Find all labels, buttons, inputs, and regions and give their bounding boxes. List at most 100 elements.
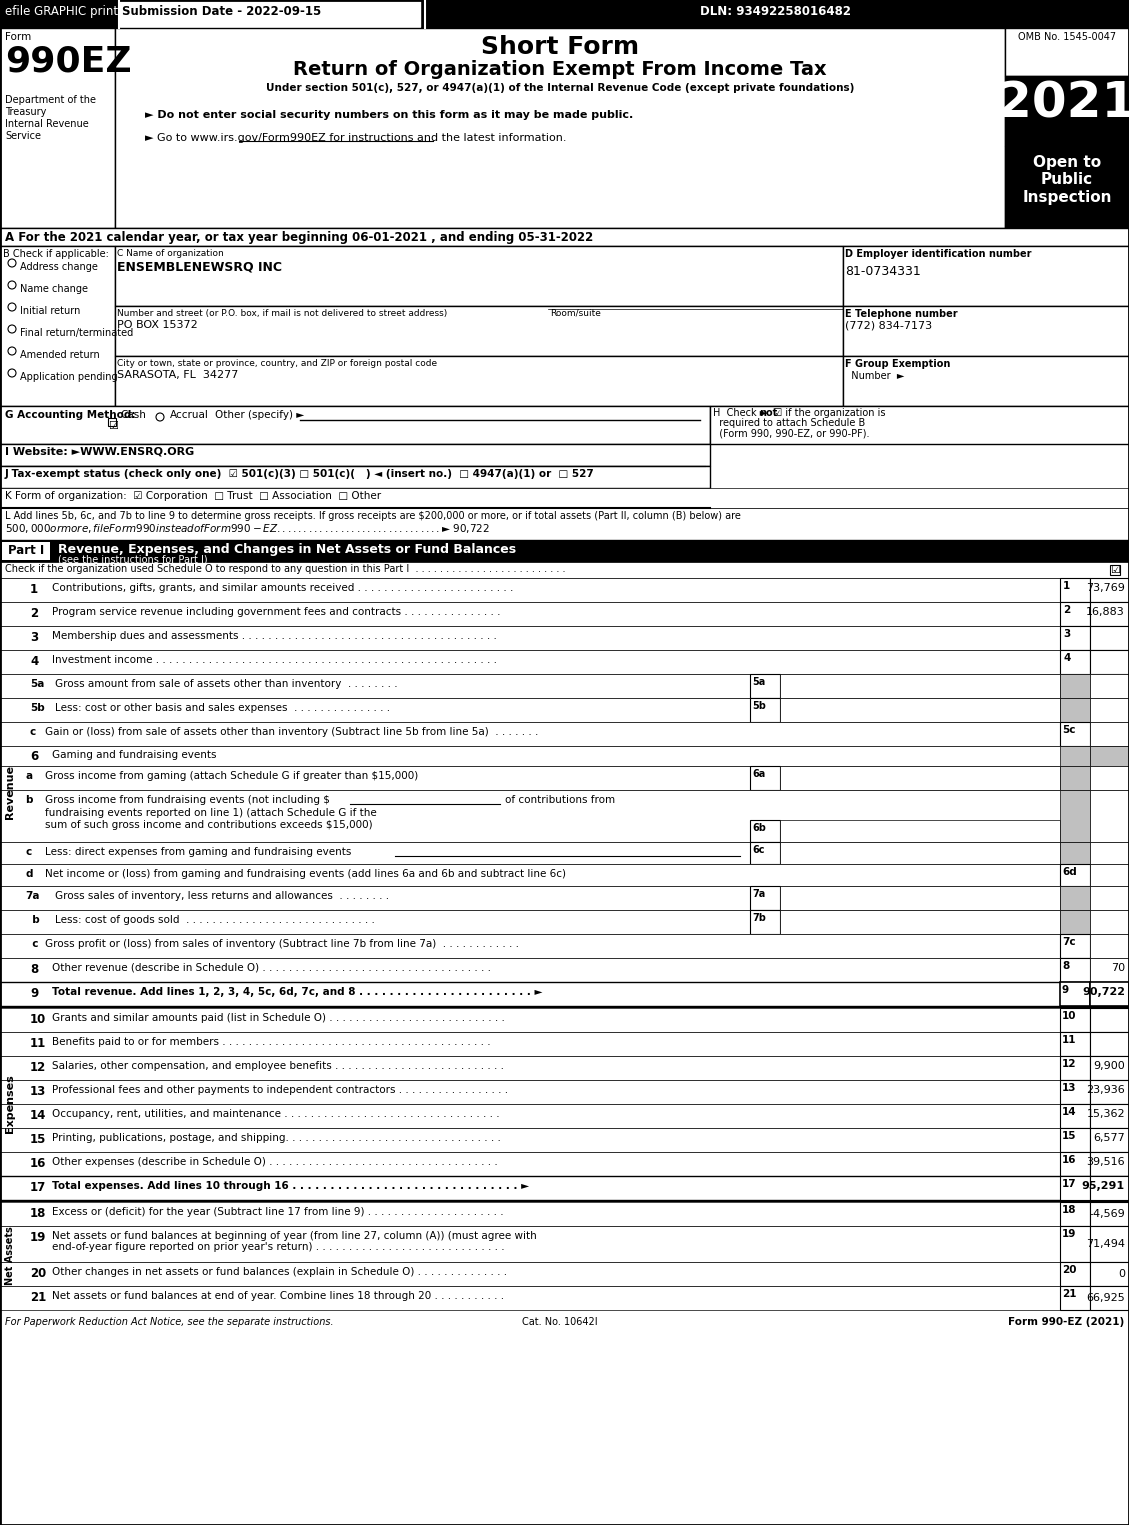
- Bar: [0, 246, 115, 406]
- Text: City or town, state or province, country, and ZIP or foreign postal code: City or town, state or province, country…: [117, 358, 437, 368]
- Text: 5b: 5b: [752, 702, 765, 711]
- Text: Accrual: Accrual: [170, 410, 209, 419]
- Text: ► Go to www.irs.gov/Form990EZ for instructions and the latest information.: ► Go to www.irs.gov/Form990EZ for instru…: [145, 133, 567, 143]
- Bar: [115, 27, 1005, 229]
- Bar: [1060, 1032, 1089, 1055]
- Bar: [1089, 958, 1129, 982]
- Text: Investment income . . . . . . . . . . . . . . . . . . . . . . . . . . . . . . . : Investment income . . . . . . . . . . . …: [52, 656, 497, 665]
- Text: J Tax-exempt status (check only one)  ☑ 501(c)(3) □ 501(c)(   ) ◄ (insert no.)  : J Tax-exempt status (check only one) ☑ 5…: [5, 470, 595, 479]
- Text: 73,769: 73,769: [1086, 583, 1124, 593]
- Bar: [1089, 602, 1129, 625]
- Bar: [780, 886, 1060, 910]
- Bar: [1089, 1080, 1129, 1104]
- Bar: [780, 910, 1060, 933]
- Bar: [0, 229, 1129, 246]
- Text: PO BOX 15372: PO BOX 15372: [117, 320, 198, 329]
- Bar: [1060, 865, 1089, 886]
- Text: Gross income from fundraising events (not including $: Gross income from fundraising events (no…: [45, 795, 330, 805]
- Bar: [1089, 1055, 1129, 1080]
- Text: Number  ►: Number ►: [844, 371, 904, 381]
- Bar: [1089, 982, 1129, 1006]
- Bar: [0, 540, 1129, 563]
- Bar: [780, 842, 1060, 865]
- Bar: [0, 1263, 1129, 1286]
- Bar: [1005, 76, 1129, 146]
- Bar: [1060, 910, 1089, 933]
- Text: 10: 10: [30, 1013, 46, 1026]
- Text: (see the instructions for Part I): (see the instructions for Part I): [58, 554, 208, 564]
- Text: L Add lines 5b, 6c, and 7b to line 9 to determine gross receipts. If gross recei: L Add lines 5b, 6c, and 7b to line 9 to …: [5, 511, 741, 522]
- Text: 20: 20: [30, 1267, 46, 1279]
- Text: ENSEMBLENEWSRQ INC: ENSEMBLENEWSRQ INC: [117, 259, 282, 273]
- Text: Cat. No. 10642I: Cat. No. 10642I: [523, 1318, 598, 1327]
- Bar: [0, 444, 710, 467]
- Bar: [1089, 865, 1129, 886]
- Bar: [1089, 625, 1129, 650]
- Bar: [1089, 1286, 1129, 1310]
- Bar: [1060, 698, 1089, 721]
- Text: 18: 18: [30, 1206, 46, 1220]
- Bar: [0, 958, 1129, 982]
- Bar: [0, 1176, 1129, 1200]
- Bar: [1060, 1080, 1089, 1104]
- Text: Gain or (loss) from sale of assets other than inventory (Subtract line 5b from l: Gain or (loss) from sale of assets other…: [45, 727, 539, 737]
- Text: Total revenue. Add lines 1, 2, 3, 4, 5c, 6d, 7c, and 8 . . . . . . . . . . . . .: Total revenue. Add lines 1, 2, 3, 4, 5c,…: [52, 987, 543, 997]
- Bar: [1060, 650, 1089, 674]
- Text: Room/suite: Room/suite: [550, 310, 601, 319]
- Bar: [750, 842, 780, 865]
- Bar: [710, 406, 1129, 444]
- Text: Less: cost or other basis and sales expenses  . . . . . . . . . . . . . . .: Less: cost or other basis and sales expe…: [55, 703, 391, 714]
- Text: Salaries, other compensation, and employee benefits . . . . . . . . . . . . . . : Salaries, other compensation, and employ…: [52, 1061, 504, 1071]
- Text: 21: 21: [30, 1292, 46, 1304]
- Bar: [0, 1008, 1129, 1032]
- Bar: [1060, 933, 1089, 958]
- Text: Grants and similar amounts paid (list in Schedule O) . . . . . . . . . . . . . .: Grants and similar amounts paid (list in…: [52, 1013, 505, 1023]
- Text: 66,925: 66,925: [1086, 1293, 1124, 1302]
- Bar: [0, 1032, 1129, 1055]
- Bar: [1089, 578, 1129, 602]
- Bar: [1089, 790, 1129, 842]
- Bar: [0, 488, 1129, 508]
- Text: 4: 4: [30, 656, 38, 668]
- Bar: [0, 790, 1129, 842]
- Text: 11: 11: [30, 1037, 46, 1051]
- Text: Other (specify) ►: Other (specify) ►: [215, 410, 304, 419]
- Bar: [0, 766, 1129, 790]
- Text: 990EZ: 990EZ: [5, 44, 132, 78]
- Text: Printing, publications, postage, and shipping. . . . . . . . . . . . . . . . . .: Printing, publications, postage, and shi…: [52, 1133, 501, 1144]
- Bar: [0, 1286, 1129, 1310]
- Text: not: not: [759, 409, 777, 418]
- Text: D Employer identification number: D Employer identification number: [844, 249, 1032, 259]
- Bar: [0, 406, 710, 444]
- Text: 90,722: 90,722: [1082, 987, 1124, 997]
- Text: Net income or (loss) from gaming and fundraising events (add lines 6a and 6b and: Net income or (loss) from gaming and fun…: [45, 869, 566, 878]
- Text: 3: 3: [30, 631, 38, 644]
- Text: 9,900: 9,900: [1093, 1061, 1124, 1071]
- Text: 5a: 5a: [752, 677, 765, 686]
- Bar: [1060, 625, 1089, 650]
- Text: Other changes in net assets or fund balances (explain in Schedule O) . . . . . .: Other changes in net assets or fund bala…: [52, 1267, 507, 1276]
- Text: of contributions from: of contributions from: [505, 795, 615, 805]
- Bar: [1060, 1226, 1089, 1263]
- Text: OMB No. 1545-0047: OMB No. 1545-0047: [1018, 32, 1117, 43]
- Text: Benefits paid to or for members . . . . . . . . . . . . . . . . . . . . . . . . : Benefits paid to or for members . . . . …: [52, 1037, 491, 1048]
- Bar: [1060, 1263, 1089, 1286]
- Bar: [1060, 958, 1089, 982]
- Text: 6b: 6b: [752, 824, 765, 833]
- Text: 6d: 6d: [1062, 868, 1077, 877]
- Bar: [108, 418, 116, 425]
- Text: Service: Service: [5, 131, 41, 140]
- Text: end-of-year figure reported on prior year's return) . . . . . . . . . . . . . . : end-of-year figure reported on prior yea…: [52, 1241, 505, 1252]
- Text: Form 990-EZ (2021): Form 990-EZ (2021): [1008, 1318, 1124, 1327]
- Text: Application pending: Application pending: [20, 372, 117, 381]
- Text: required to attach Schedule B: required to attach Schedule B: [714, 418, 865, 429]
- Text: ► Do not enter social security numbers on this form as it may be made public.: ► Do not enter social security numbers o…: [145, 110, 633, 120]
- Bar: [1060, 674, 1089, 698]
- Bar: [1060, 1176, 1089, 1200]
- Text: 3: 3: [1064, 628, 1070, 639]
- Text: Total expenses. Add lines 10 through 16 . . . . . . . . . . . . . . . . . . . . : Total expenses. Add lines 10 through 16 …: [52, 1180, 530, 1191]
- Text: Number and street (or P.O. box, if mail is not delivered to street address): Number and street (or P.O. box, if mail …: [117, 310, 447, 319]
- Text: b: b: [25, 915, 40, 926]
- Bar: [0, 746, 1129, 766]
- Text: 10: 10: [1062, 1011, 1076, 1022]
